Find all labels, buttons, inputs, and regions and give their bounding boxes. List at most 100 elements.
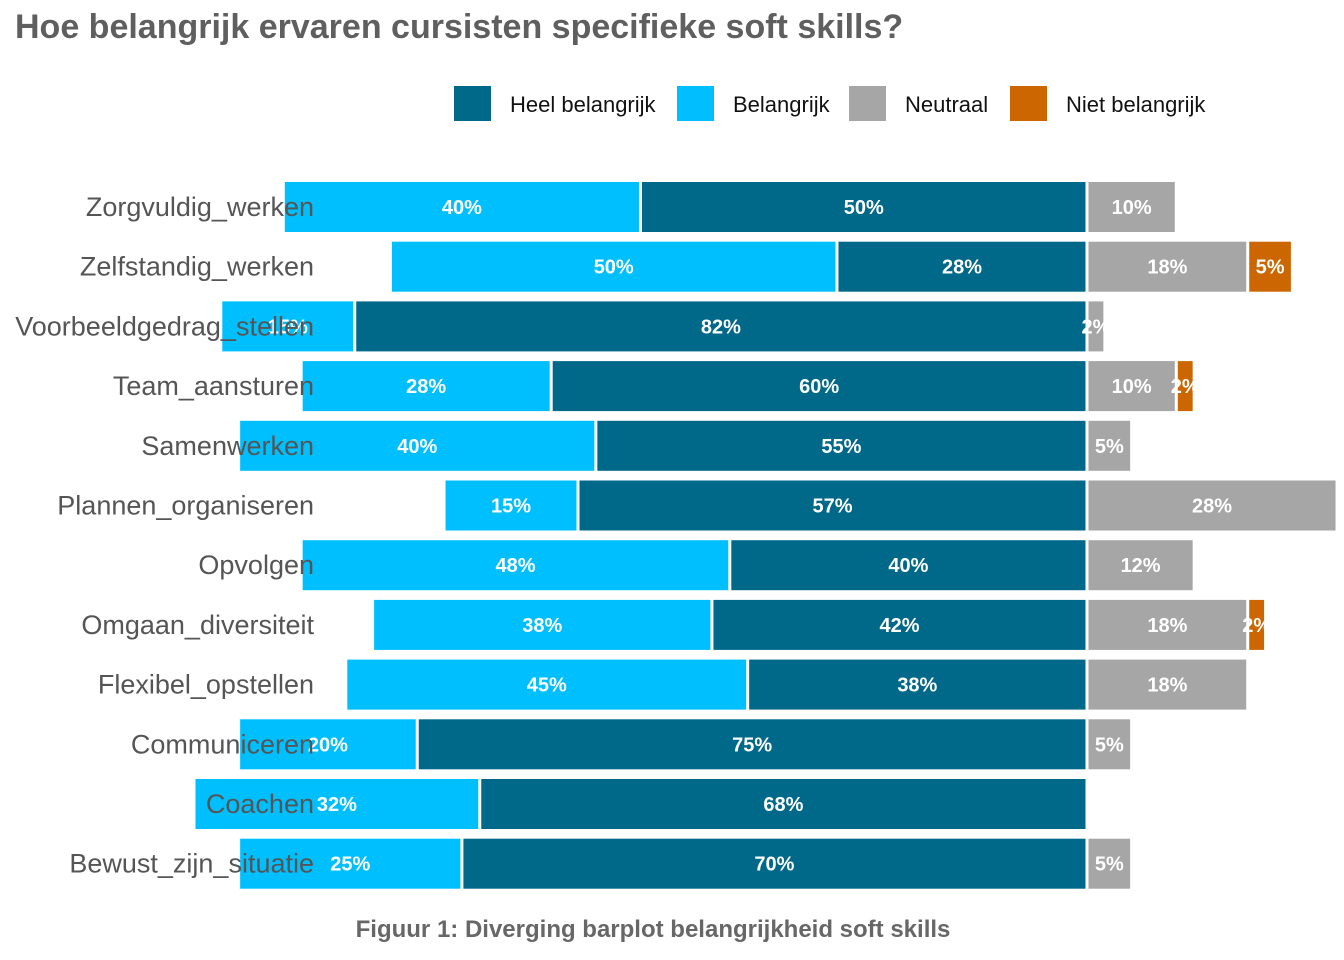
bar-segment — [463, 838, 1086, 889]
bar-value-label: 10% — [1112, 197, 1152, 219]
bar-value-label: 82% — [701, 316, 741, 338]
bar-segment — [838, 241, 1086, 292]
bar-segment — [302, 361, 550, 412]
bar-segment — [749, 659, 1086, 710]
bar-value-label: 45% — [527, 675, 567, 697]
bar-segment — [552, 361, 1086, 412]
bar-value-label: 40% — [888, 555, 928, 577]
bar-segment — [1088, 420, 1131, 471]
bar-value-label: 15% — [491, 496, 531, 518]
bar-segment — [481, 779, 1086, 829]
bar-segment — [1088, 599, 1247, 650]
category-label: Zelfstandig_werken — [80, 252, 314, 282]
bar-value-label: 5% — [1095, 734, 1124, 756]
bar-value-label: 2% — [1081, 316, 1110, 338]
category-label: Samenwerken — [141, 431, 314, 461]
bar-value-label: 18% — [1147, 257, 1187, 279]
bar-value-label: 28% — [942, 257, 982, 279]
bar-segment — [356, 301, 1086, 352]
bar-value-label: 18% — [1147, 615, 1187, 637]
bar-segment — [1088, 301, 1104, 352]
category-label: Coachen — [206, 789, 314, 819]
bar-value-label: 40% — [397, 436, 437, 458]
bar-value-label: 55% — [821, 436, 861, 458]
category-label: Flexibel_opstellen — [98, 670, 314, 700]
bar-value-label: 5% — [1095, 436, 1124, 458]
bar-segment — [302, 540, 729, 591]
bar-value-label: 28% — [406, 376, 446, 398]
bar-value-label: 48% — [495, 555, 535, 577]
category-label: Team_aansturen — [113, 371, 314, 401]
figure-caption: Figuur 1: Diverging barplot belangrijkhe… — [355, 916, 951, 943]
bar-segment — [1088, 182, 1175, 232]
legend-swatch — [1010, 86, 1047, 121]
chart-title: Hoe belangrijk ervaren cursisten specifi… — [15, 8, 904, 46]
legend-swatch — [677, 86, 714, 121]
bar-segment — [391, 241, 836, 292]
bar-segment — [1088, 361, 1175, 412]
bar-value-label: 20% — [308, 734, 348, 756]
bar-value-label: 12% — [1121, 555, 1161, 577]
category-label: Communiceren — [131, 729, 314, 759]
bar-segment — [642, 182, 1086, 232]
bar-segment — [597, 420, 1086, 471]
category-labels: Zorgvuldig_werken Zelfstandig_werken Voorb… — [15, 192, 314, 879]
bar-value-label: 25% — [330, 854, 370, 876]
bar-segment — [1249, 241, 1291, 292]
category-label: Voorbeeldgedrag_stellen — [15, 311, 314, 341]
bar-value-label: 10% — [1112, 376, 1152, 398]
category-label: Bewust_zijn_situatie — [69, 849, 314, 879]
legend-label: Niet belangrijk — [1066, 92, 1206, 117]
bar-value-label: 28% — [1192, 496, 1232, 518]
bar-value-label: 32% — [317, 794, 357, 816]
bar-value-label: 57% — [812, 496, 852, 518]
bar-value-label: 40% — [442, 197, 482, 219]
bar-value-label: 2% — [1171, 376, 1200, 398]
bar-value-label: 15% — [268, 316, 308, 338]
bar-value-label: 38% — [522, 615, 562, 637]
bar-segment — [222, 301, 354, 352]
bar-value-label: 42% — [879, 615, 919, 637]
bar-segment — [731, 540, 1086, 591]
bar-segment — [418, 719, 1086, 770]
bar-segment — [240, 420, 595, 471]
bar-value-label: 5% — [1095, 854, 1124, 876]
bar-value-label: 60% — [799, 376, 839, 398]
bar-segment — [1088, 719, 1131, 770]
category-label: Zorgvuldig_werken — [86, 192, 314, 222]
bar-value-label: 5% — [1256, 257, 1285, 279]
legend-label: Heel belangrijk — [510, 92, 657, 117]
bar-segment — [1088, 480, 1336, 531]
bar-segment — [240, 719, 416, 770]
bar-segment — [445, 480, 577, 531]
legend-swatch — [849, 86, 886, 121]
bar-segment — [713, 599, 1086, 650]
bar-value-label: 2% — [1242, 615, 1271, 637]
category-label: Omgaan_diversiteit — [81, 610, 314, 640]
bar-segment — [195, 779, 479, 829]
legend-label: Belangrijk — [733, 92, 831, 117]
bar-value-label: 68% — [763, 794, 803, 816]
legend-label: Neutraal — [905, 92, 988, 117]
bars: 50% 40% 10% 28% 50% 18% 5% 82% 15% 2% 60% 28% 10% 2% 5… — [195, 182, 1336, 889]
bar-segment — [1088, 659, 1247, 710]
bar-value-label: 70% — [754, 854, 794, 876]
category-label: Opvolgen — [198, 550, 314, 580]
bar-value-label: 50% — [844, 197, 884, 219]
bar-value-label: 38% — [897, 675, 937, 697]
legend-swatch — [454, 86, 491, 121]
legend: Heel belangrijk Belangrijk Neutraal Niet be… — [454, 86, 1206, 121]
bar-value-label: 18% — [1147, 675, 1187, 697]
bar-value-label: 50% — [594, 257, 634, 279]
bar-segment — [1088, 838, 1131, 889]
bar-segment — [1177, 361, 1193, 412]
bar-segment — [347, 659, 747, 710]
bar-segment — [374, 599, 711, 650]
bar-segment — [1088, 241, 1247, 292]
bar-segment — [579, 480, 1086, 531]
bar-value-label: 75% — [732, 734, 772, 756]
category-label: Plannen_organiseren — [57, 491, 314, 521]
bar-segment — [284, 182, 639, 232]
bar-segment — [1249, 599, 1265, 650]
